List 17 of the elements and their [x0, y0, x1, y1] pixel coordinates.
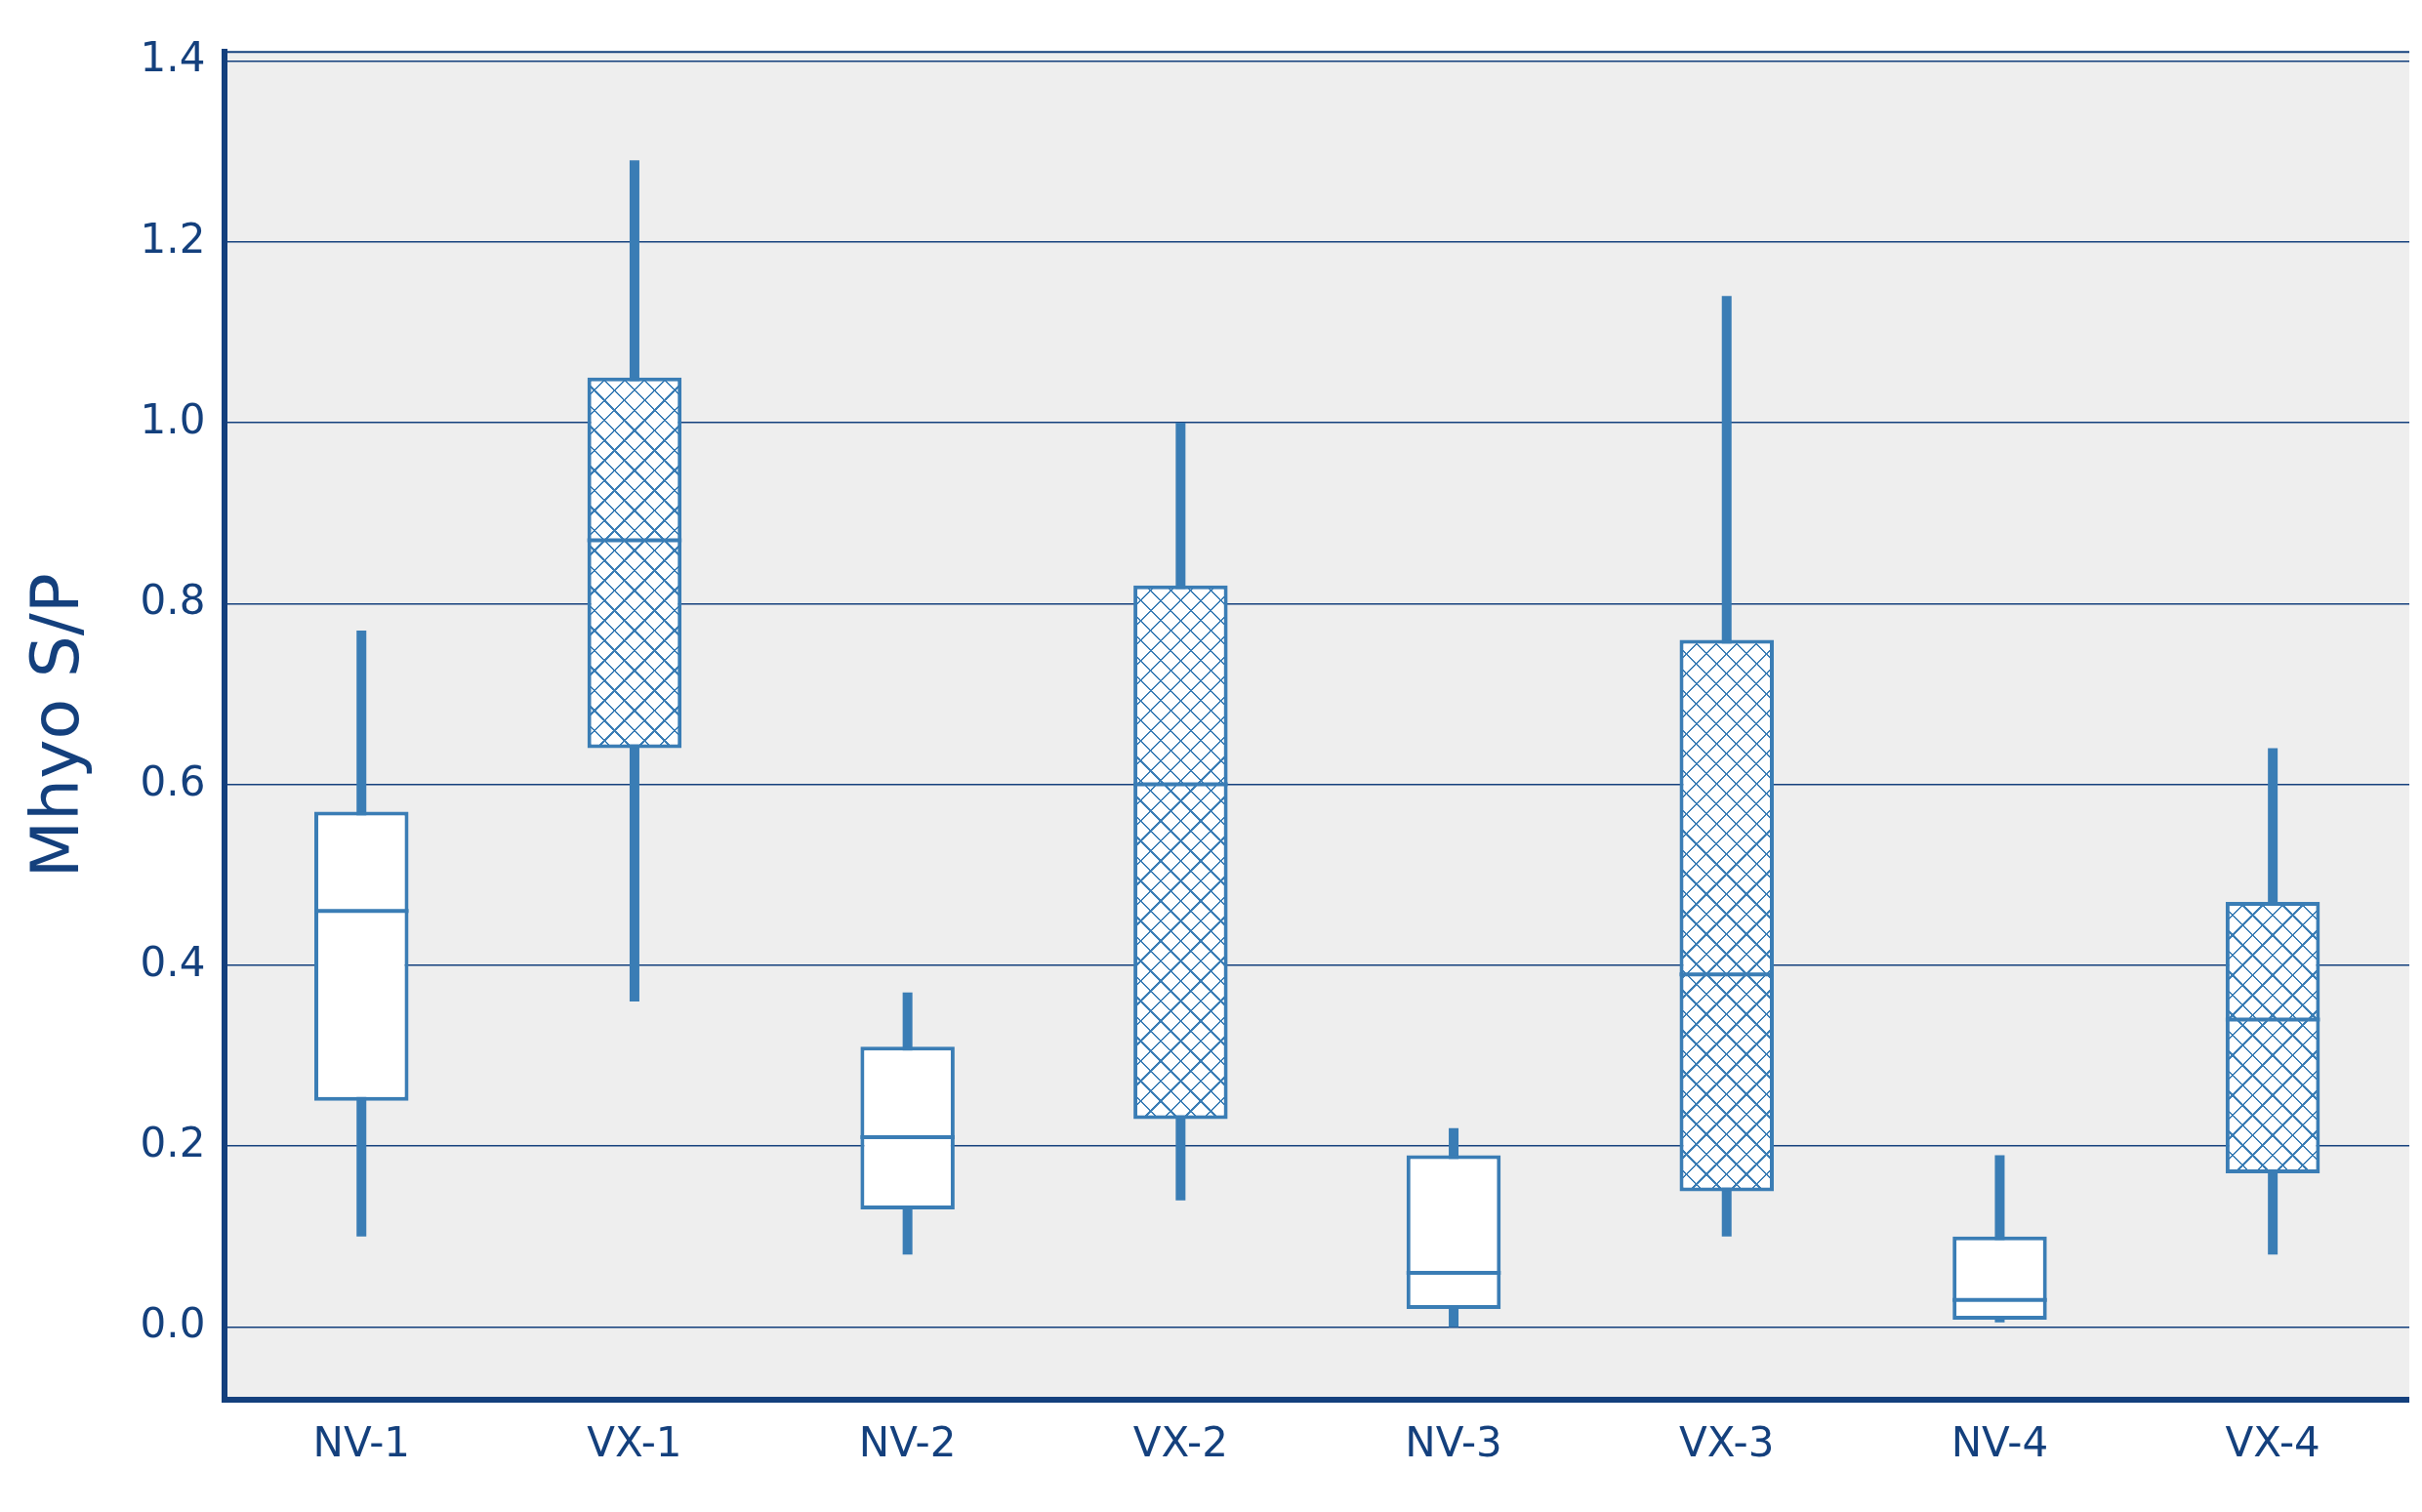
y-tick-label: 0.0	[140, 1299, 206, 1348]
x-tick-label: NV-3	[1405, 1417, 1502, 1466]
y-tick-label: 0.8	[140, 576, 206, 625]
y-tick-label: 0.6	[140, 756, 206, 805]
x-tick-label: VX-4	[2225, 1417, 2320, 1466]
x-tick-label: NV-4	[1950, 1417, 2049, 1466]
y-tick-label: 1.4	[140, 33, 206, 82]
x-tick-label: VX-1	[587, 1417, 682, 1466]
y-axis-title: Mhyo S/P	[17, 573, 95, 879]
x-tick-label: VX-2	[1132, 1417, 1228, 1466]
y-tick-label: 1.0	[140, 394, 206, 443]
y-tick-label: 1.2	[140, 214, 206, 263]
y-tick-label: 0.2	[140, 1119, 206, 1167]
y-tick-label: 0.4	[140, 937, 206, 986]
x-tick-label: VX-3	[1679, 1417, 1775, 1466]
x-tick-label: NV-1	[312, 1417, 411, 1466]
x-tick-label: NV-2	[858, 1417, 957, 1466]
